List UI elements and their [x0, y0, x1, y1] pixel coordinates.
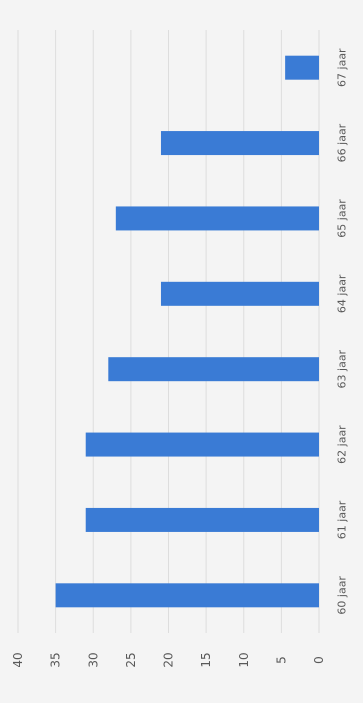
tick-label: 10: [237, 652, 251, 667]
tick-label: 30: [86, 652, 100, 667]
bar: [160, 281, 319, 306]
category-label: 61 jaar: [336, 500, 349, 539]
bar: [85, 432, 319, 457]
category-label: 62 jaar: [336, 425, 349, 464]
category-label: 66 jaar: [336, 123, 349, 162]
tick-label: 20: [162, 652, 176, 667]
bar: [115, 206, 319, 231]
bar: [85, 507, 319, 532]
bar: [285, 55, 319, 80]
bar: [160, 131, 319, 156]
category-label: 63 jaar: [336, 349, 349, 388]
bar: [108, 357, 319, 382]
tick-label: 40: [11, 652, 25, 667]
tick-label: 5: [274, 656, 288, 664]
tick-label: 0: [312, 656, 326, 664]
tick-label: 15: [199, 652, 213, 667]
category-label: 64 jaar: [336, 274, 349, 313]
bar: [55, 583, 319, 608]
tick-label: 35: [49, 652, 63, 667]
tick-label: 25: [124, 652, 138, 667]
category-label: 67 jaar: [336, 48, 349, 87]
category-label: 60 jaar: [336, 576, 349, 615]
category-label: 65 jaar: [336, 199, 349, 238]
